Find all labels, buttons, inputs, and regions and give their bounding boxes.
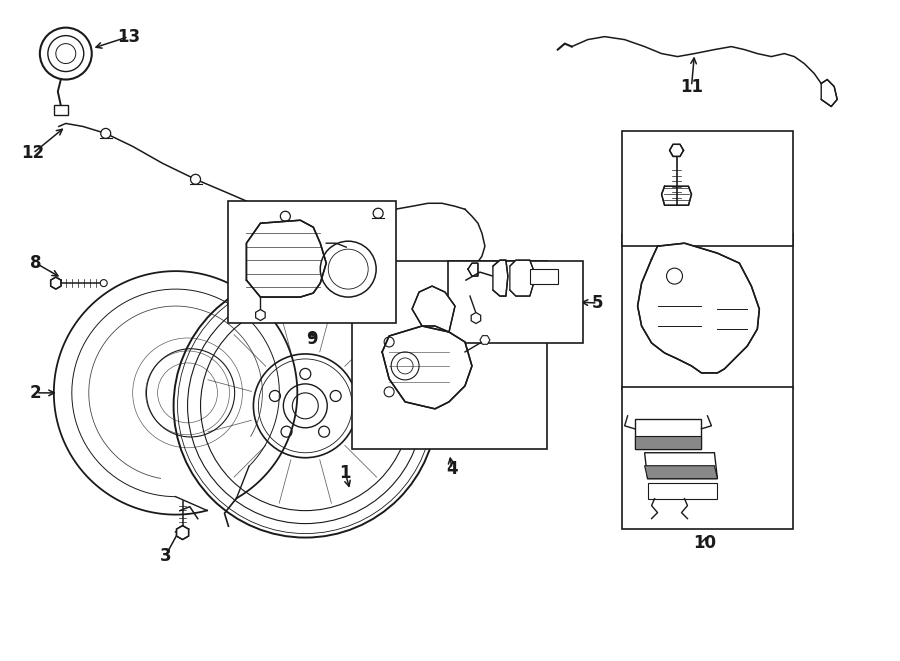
Polygon shape bbox=[644, 466, 717, 479]
Text: 2: 2 bbox=[30, 384, 41, 402]
Polygon shape bbox=[634, 436, 701, 449]
Polygon shape bbox=[50, 277, 61, 289]
Bar bbox=[622, 234, 793, 389]
Polygon shape bbox=[670, 144, 683, 157]
Polygon shape bbox=[472, 313, 481, 323]
Bar bbox=[229, 201, 396, 323]
Polygon shape bbox=[648, 483, 717, 498]
Polygon shape bbox=[247, 220, 327, 297]
Circle shape bbox=[281, 212, 291, 221]
Circle shape bbox=[191, 175, 201, 184]
Polygon shape bbox=[382, 326, 472, 409]
Text: 12: 12 bbox=[22, 144, 44, 163]
Circle shape bbox=[101, 128, 111, 138]
Polygon shape bbox=[662, 186, 691, 206]
Bar bbox=[448, 261, 582, 343]
Bar bbox=[352, 261, 547, 449]
Text: 8: 8 bbox=[30, 254, 41, 272]
Polygon shape bbox=[821, 79, 837, 106]
Circle shape bbox=[374, 208, 383, 218]
Circle shape bbox=[147, 349, 235, 437]
Polygon shape bbox=[256, 309, 266, 321]
Bar bbox=[530, 269, 558, 284]
Polygon shape bbox=[468, 263, 478, 276]
Circle shape bbox=[100, 280, 107, 287]
Polygon shape bbox=[493, 260, 508, 296]
Text: 7: 7 bbox=[656, 180, 668, 198]
Polygon shape bbox=[480, 336, 490, 344]
Text: 6: 6 bbox=[756, 400, 767, 418]
Polygon shape bbox=[176, 525, 189, 539]
Bar bbox=[622, 132, 793, 246]
Text: 3: 3 bbox=[160, 547, 171, 564]
Text: 13: 13 bbox=[117, 28, 140, 46]
Bar bbox=[622, 387, 793, 529]
Polygon shape bbox=[634, 419, 701, 449]
Polygon shape bbox=[54, 106, 68, 116]
Text: 1: 1 bbox=[339, 464, 351, 482]
Text: 4: 4 bbox=[446, 459, 458, 478]
Text: 9: 9 bbox=[307, 330, 318, 348]
Polygon shape bbox=[412, 286, 455, 332]
Text: 10: 10 bbox=[693, 533, 716, 551]
Text: 5: 5 bbox=[592, 294, 603, 312]
Polygon shape bbox=[644, 453, 717, 479]
Text: 11: 11 bbox=[680, 77, 703, 95]
Polygon shape bbox=[637, 243, 760, 373]
Circle shape bbox=[40, 28, 92, 79]
Polygon shape bbox=[510, 260, 536, 296]
